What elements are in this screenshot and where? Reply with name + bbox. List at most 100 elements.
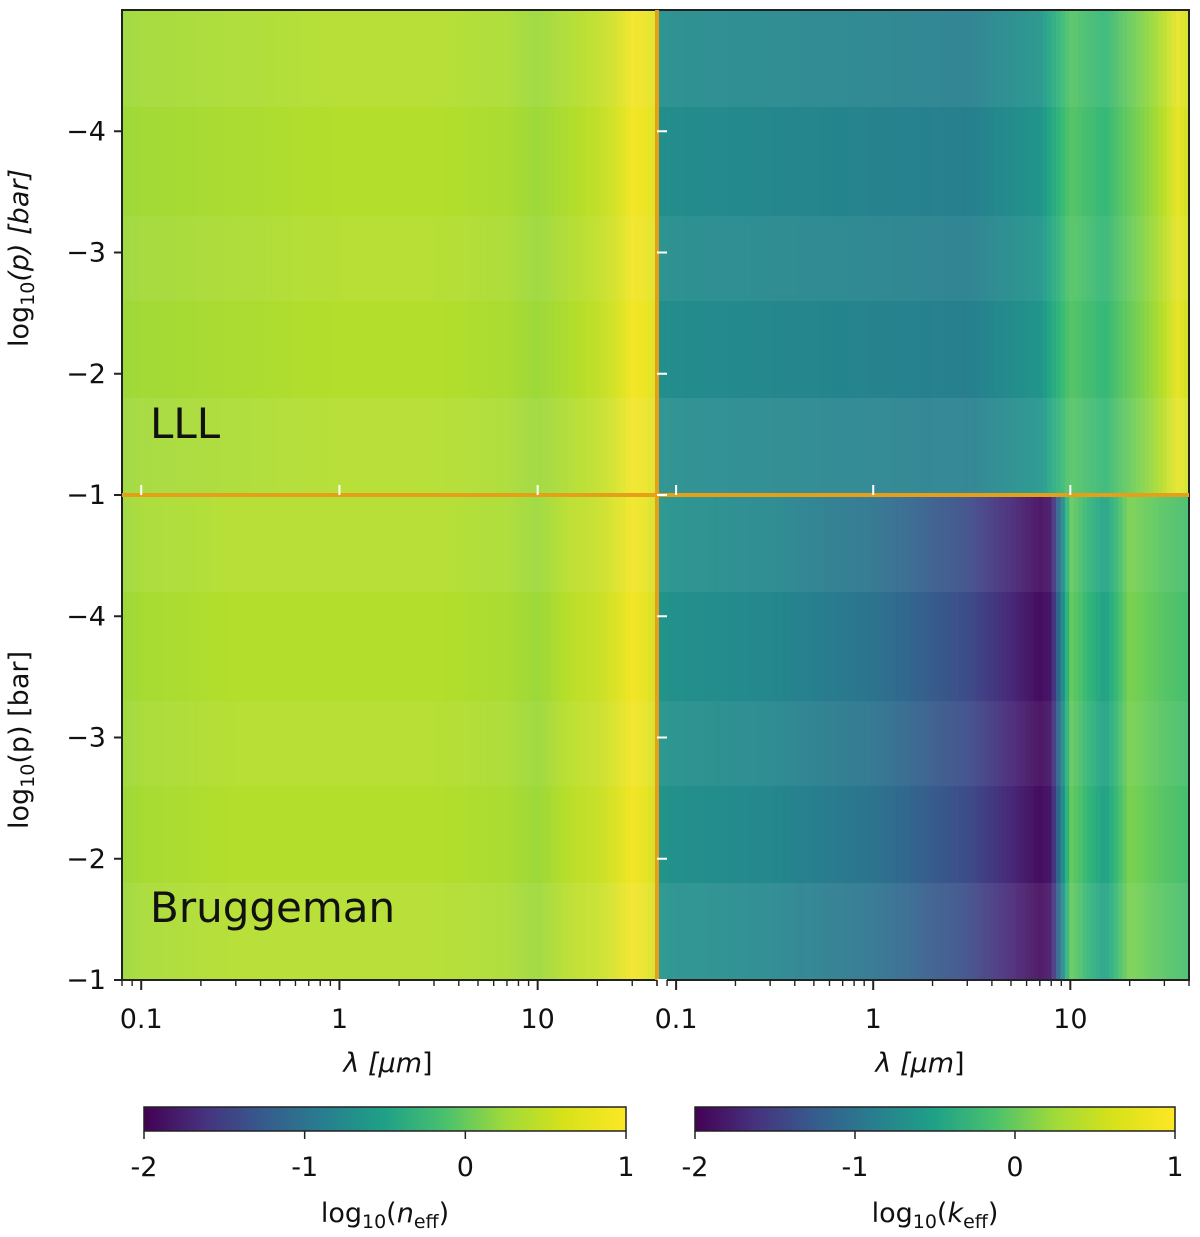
heatmap-cell [153, 495, 159, 980]
heatmap-cell [701, 495, 707, 980]
heatmap-cell [772, 495, 778, 980]
heatmap-cell [144, 10, 150, 495]
heatmap-cell [630, 495, 636, 980]
heatmap-cell [206, 495, 212, 980]
y-tick-label: −3 [66, 723, 106, 754]
heatmap-cell [1051, 10, 1057, 495]
heatmap-cell [429, 10, 435, 495]
heatmap-cell [998, 10, 1004, 495]
heatmap-cell [558, 10, 564, 495]
heatmap-cell [781, 495, 787, 980]
heatmap-cell [679, 495, 685, 980]
heatmap-cell [202, 495, 208, 980]
heatmap-cell [865, 495, 871, 980]
heatmap-cell [1100, 495, 1106, 980]
heatmap-cell [313, 10, 319, 495]
pressure-bands [657, 495, 1189, 980]
heatmap-cell [1122, 10, 1128, 495]
heatmap-cell [599, 495, 605, 980]
heatmap-cell [122, 10, 128, 495]
heatmap-cell [518, 495, 524, 980]
y-axis-label-bottom: log10(p) [bar] [4, 651, 39, 829]
heatmap-cell [821, 495, 827, 980]
heatmap-cell [492, 495, 498, 980]
heatmap-cell [509, 10, 515, 495]
y-tick-label: −2 [66, 844, 106, 875]
heatmap-cell [674, 495, 680, 980]
heatmap-cell [505, 10, 511, 495]
heatmap-cell [389, 495, 395, 980]
heatmap-cell [523, 495, 529, 980]
heatmap-cell [215, 495, 221, 980]
heatmap-cell [224, 495, 230, 980]
heatmap-cell [776, 495, 782, 980]
heatmap-cell [962, 10, 968, 495]
colorbar-tick-label: 1 [617, 1152, 634, 1183]
heatmap-cell [954, 10, 960, 495]
heatmap-cell [1047, 495, 1053, 980]
panel-lll-neff [122, 10, 658, 495]
heatmap-cell [758, 495, 764, 980]
heatmap-cell [612, 495, 618, 980]
heatmap-cell [1166, 10, 1172, 495]
heatmap-cell [1064, 495, 1070, 980]
heatmap-cell [803, 495, 809, 980]
heatmap-cell [643, 495, 649, 980]
heatmap-cell [1095, 10, 1101, 495]
heatmap-cell [665, 10, 671, 495]
heatmap-cell [594, 495, 600, 980]
heatmap-cell [896, 10, 902, 495]
heatmap-cell [692, 10, 698, 495]
heatmap-cell [478, 495, 484, 980]
heatmap-cell [905, 495, 911, 980]
heatmap-cell [291, 495, 297, 980]
heatmap-cell [993, 495, 999, 980]
heatmap-cell [705, 495, 711, 980]
colorbar-ticks: -2 -1 0 1 [682, 1131, 1184, 1183]
heatmap-cell [162, 10, 168, 495]
heatmap-cell [148, 495, 154, 980]
heatmap-cell [456, 10, 462, 495]
heatmap-cell [732, 495, 738, 980]
x-tick-label: 0.1 [655, 1004, 698, 1035]
heatmap-cell [825, 10, 831, 495]
heatmap-cell [211, 10, 217, 495]
heatmap-cell [670, 495, 676, 980]
heatmap-cell [295, 10, 301, 495]
heatmap-cell [197, 10, 203, 495]
x-axis-label-left: λ [μm] [341, 1048, 432, 1079]
heatmap-cell [1153, 495, 1159, 980]
heatmap-cell [1091, 10, 1097, 495]
heatmap-cell [1073, 495, 1079, 980]
heatmap-cell [607, 495, 614, 980]
colorbar-tick-label: -2 [131, 1152, 158, 1183]
heatmap-cell [376, 10, 382, 495]
heatmap-cell [260, 10, 266, 495]
heatmap-cell [727, 10, 733, 495]
heatmap-cell [273, 10, 279, 495]
heatmap-cell [763, 495, 769, 980]
heatmap-cell [931, 10, 937, 495]
heatmap-cell [1056, 495, 1062, 980]
heatmap-cell [1047, 10, 1053, 495]
heatmap-cell [411, 10, 417, 495]
heatmap-cell [541, 10, 547, 495]
heatmap-cell [469, 10, 475, 495]
heatmap-cell [371, 10, 377, 495]
heatmap-cell [971, 10, 977, 495]
heatmap-cell [1122, 495, 1128, 980]
heatmap-cell [798, 495, 804, 980]
pressure-band [657, 216, 1189, 301]
heatmap-cell [576, 495, 582, 980]
heatmap-cell [767, 495, 773, 980]
heatmap-cell [1007, 495, 1013, 980]
heatmap-cell [358, 495, 364, 980]
heatmap-cell [883, 10, 889, 495]
label-lll: LLL [150, 399, 221, 448]
heatmap-cell [171, 10, 177, 495]
heatmap-cell [246, 10, 252, 495]
heatmap-cell [550, 10, 556, 495]
heatmap-cell [923, 495, 929, 980]
heatmap-cell [683, 10, 689, 495]
heatmap-cell [643, 10, 649, 495]
